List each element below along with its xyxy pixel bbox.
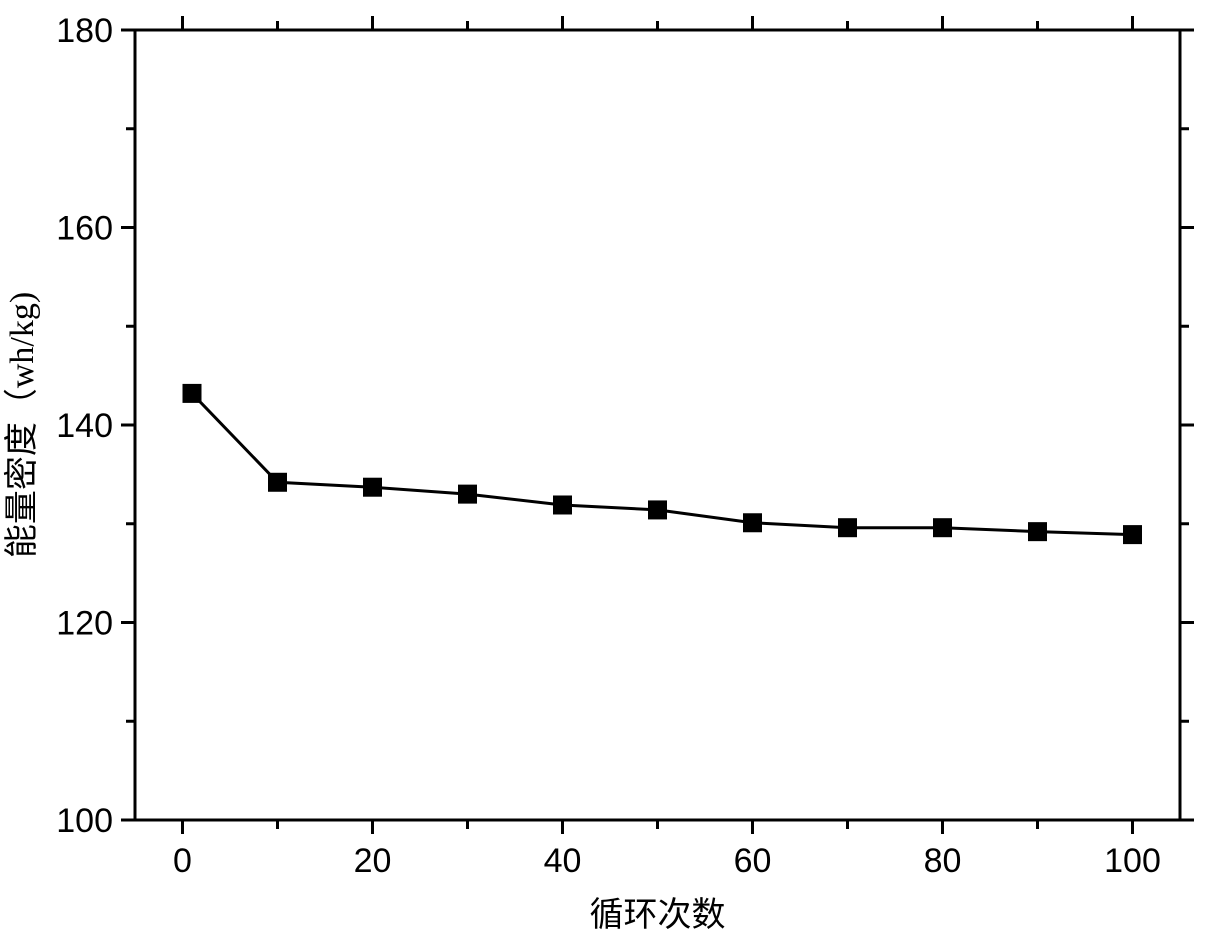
series-marker — [364, 478, 382, 496]
series-marker — [839, 519, 857, 537]
y-tick-label: 140 — [56, 407, 113, 445]
y-tick-label: 160 — [56, 209, 113, 247]
x-tick-label: 80 — [924, 842, 962, 880]
series-marker — [1029, 523, 1047, 541]
series-marker — [649, 501, 667, 519]
y-axis-label: 能量密度（wh/kg) — [3, 292, 41, 558]
series-marker — [934, 519, 952, 537]
series-marker — [554, 496, 572, 514]
series-marker — [1124, 526, 1142, 544]
x-tick-label: 60 — [734, 842, 772, 880]
y-tick-label: 100 — [56, 802, 113, 840]
x-tick-label: 20 — [354, 842, 392, 880]
x-tick-label: 100 — [1104, 842, 1161, 880]
y-tick-label: 180 — [56, 12, 113, 50]
x-axis-label: 循环次数 — [590, 896, 726, 933]
y-tick-label: 120 — [56, 604, 113, 642]
x-tick-label: 40 — [544, 842, 582, 880]
series-marker — [459, 485, 477, 503]
series-marker — [269, 473, 287, 491]
series-marker — [183, 384, 201, 402]
chart-svg: 0 20 40 60 80 100 循环次数 100 120 140 160 180 能量密度（wh/k… — [0, 0, 1210, 933]
chart-container: 0 20 40 60 80 100 循环次数 100 120 140 160 180 能量密度（wh/k… — [0, 0, 1210, 933]
x-tick-label: 0 — [173, 842, 192, 880]
series-marker — [744, 514, 762, 532]
chart-background — [0, 0, 1210, 933]
